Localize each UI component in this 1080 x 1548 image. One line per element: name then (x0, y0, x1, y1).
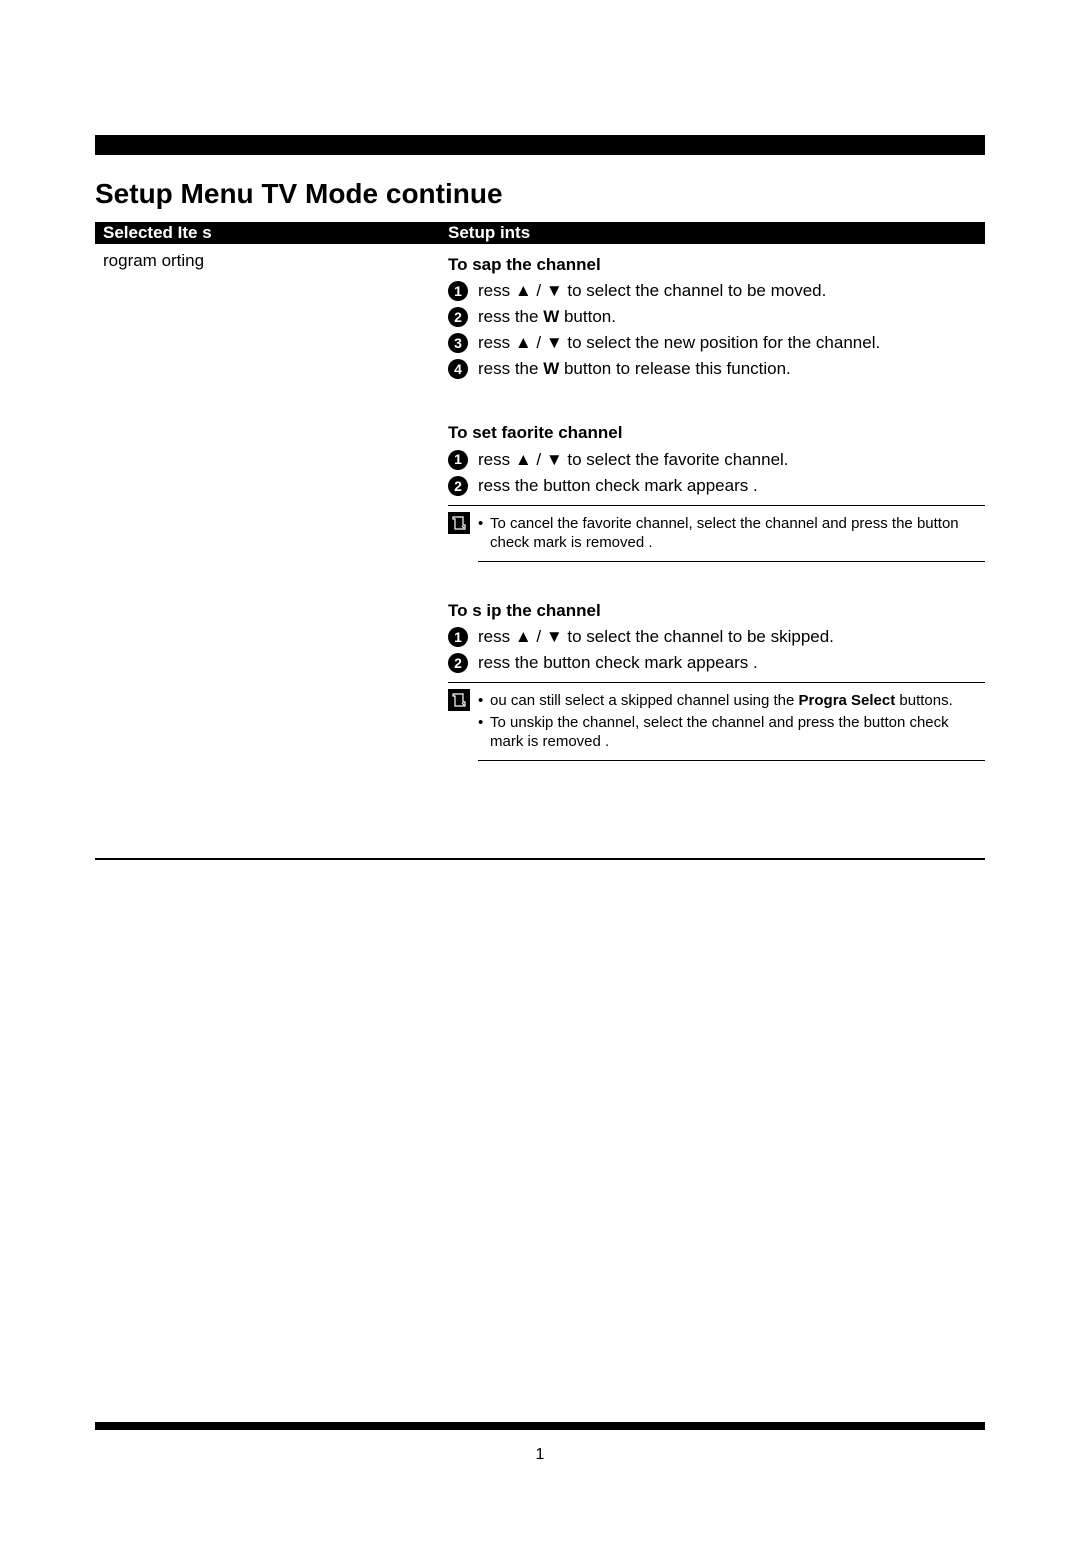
down-arrow-icon: ▼ (546, 450, 563, 469)
skip-step-2-text: ress the button check mark appears . (478, 652, 985, 674)
text-bold: W (543, 359, 559, 378)
text: to select the channel to be moved. (563, 281, 827, 300)
step-badge-3: 3 (448, 333, 468, 353)
step-badge-2: 2 (448, 307, 468, 327)
text: To cancel the favorite channel, select t… (490, 515, 917, 532)
bullet-dot: • (478, 713, 490, 752)
text: To unskip the channel, select the channe… (490, 714, 864, 731)
swap-step-1: 1 ress ▲ / ▼ to select the channel to be… (448, 280, 985, 302)
swap-step-3-text: ress ▲ / ▼ to select the new position fo… (478, 332, 985, 354)
note-icon (448, 512, 470, 534)
up-arrow-icon: ▲ (515, 627, 532, 646)
fav-step-1-text: ress ▲ / ▼ to select the favorite channe… (478, 449, 985, 471)
section-bottom-rule (95, 858, 985, 860)
up-arrow-icon: ▲ (515, 333, 532, 352)
down-arrow-icon: ▼ (546, 627, 563, 646)
step-badge-4: 4 (448, 359, 468, 379)
page-title: Setup Menu TV Mode continue (95, 178, 503, 210)
skip-note-list: • ou can still select a skipped channel … (478, 689, 985, 761)
text: to select the new position for the chann… (563, 333, 881, 352)
footer-black-bar (95, 1422, 985, 1430)
left-column: rogram orting (95, 244, 448, 761)
step-badge-1: 1 (448, 627, 468, 647)
step-badge-2: 2 (448, 653, 468, 673)
fav-step-2: 2 ress the button check mark appears . (448, 475, 985, 497)
swap-heading: To sap the channel (448, 254, 985, 276)
text: to select the favorite channel. (563, 450, 789, 469)
text: ress (478, 281, 515, 300)
skip-heading: To s ip the channel (448, 600, 985, 622)
up-arrow-icon: ▲ (515, 281, 532, 300)
skip-note-1-text: ou can still select a skipped channel us… (490, 691, 985, 711)
column-header-bar: Selected Ite s Setup ints (95, 222, 985, 244)
step-badge-1: 1 (448, 281, 468, 301)
swap-step-1-text: ress ▲ / ▼ to select the channel to be m… (478, 280, 985, 302)
top-black-bar (95, 135, 985, 155)
bullet-dot: • (478, 691, 490, 711)
text: button check mark appears . (543, 653, 758, 672)
note-icon (448, 689, 470, 711)
text: to select the channel to be skipped. (563, 627, 834, 646)
fav-step-1: 1 ress ▲ / ▼ to select the favorite chan… (448, 449, 985, 471)
skip-note: • ou can still select a skipped channel … (448, 682, 985, 761)
swap-step-4: 4 ress the W button to release this func… (448, 358, 985, 380)
swap-step-2: 2 ress the W button. (448, 306, 985, 328)
swap-step-3: 3 ress ▲ / ▼ to select the new position … (448, 332, 985, 354)
skip-step-2: 2 ress the button check mark appears . (448, 652, 985, 674)
text: ress (478, 450, 515, 469)
fav-note: • To cancel the favorite channel, select… (448, 505, 985, 562)
text: ress the (478, 307, 543, 326)
fav-note-text: To cancel the favorite channel, select t… (490, 514, 985, 553)
manual-page: Setup Menu TV Mode continue Selected Ite… (0, 0, 1080, 1548)
text: ou can still select a skipped channel us… (490, 692, 799, 709)
text: ress (478, 627, 515, 646)
text: ress the (478, 476, 543, 495)
fav-note-list: • To cancel the favorite channel, select… (478, 512, 985, 562)
text-bold: W (543, 307, 559, 326)
text: button check mark appears . (543, 476, 758, 495)
skip-note-2-text: To unskip the channel, select the channe… (490, 713, 985, 752)
swap-step-2-text: ress the W button. (478, 306, 985, 328)
text: ress the (478, 359, 543, 378)
step-badge-2: 2 (448, 476, 468, 496)
header-setup-hints: Setup ints (448, 223, 977, 243)
step-badge-1: 1 (448, 450, 468, 470)
text: button to release this function. (559, 359, 791, 378)
skip-step-1-text: ress ▲ / ▼ to select the channel to be s… (478, 626, 985, 648)
up-arrow-icon: ▲ (515, 450, 532, 469)
header-selected-items: Selected Ite s (103, 223, 448, 243)
favorite-heading: To set faorite channel (448, 422, 985, 444)
right-column: To sap the channel 1 ress ▲ / ▼ to selec… (448, 244, 985, 761)
text: buttons. (895, 692, 953, 709)
down-arrow-icon: ▼ (546, 281, 563, 300)
text: ress (478, 333, 515, 352)
bullet-dot: • (478, 514, 490, 553)
fav-step-2-text: ress the button check mark appears . (478, 475, 985, 497)
text: button. (559, 307, 616, 326)
body-columns: rogram orting To sap the channel 1 ress … (95, 244, 985, 761)
page-number: 1 (0, 1446, 1080, 1464)
skip-step-1: 1 ress ▲ / ▼ to select the channel to be… (448, 626, 985, 648)
swap-step-4-text: ress the W button to release this functi… (478, 358, 985, 380)
program-sorting-label: rogram orting (103, 250, 440, 272)
text: ress the (478, 653, 543, 672)
down-arrow-icon: ▼ (546, 333, 563, 352)
text-bold: Progra Select (799, 692, 896, 709)
